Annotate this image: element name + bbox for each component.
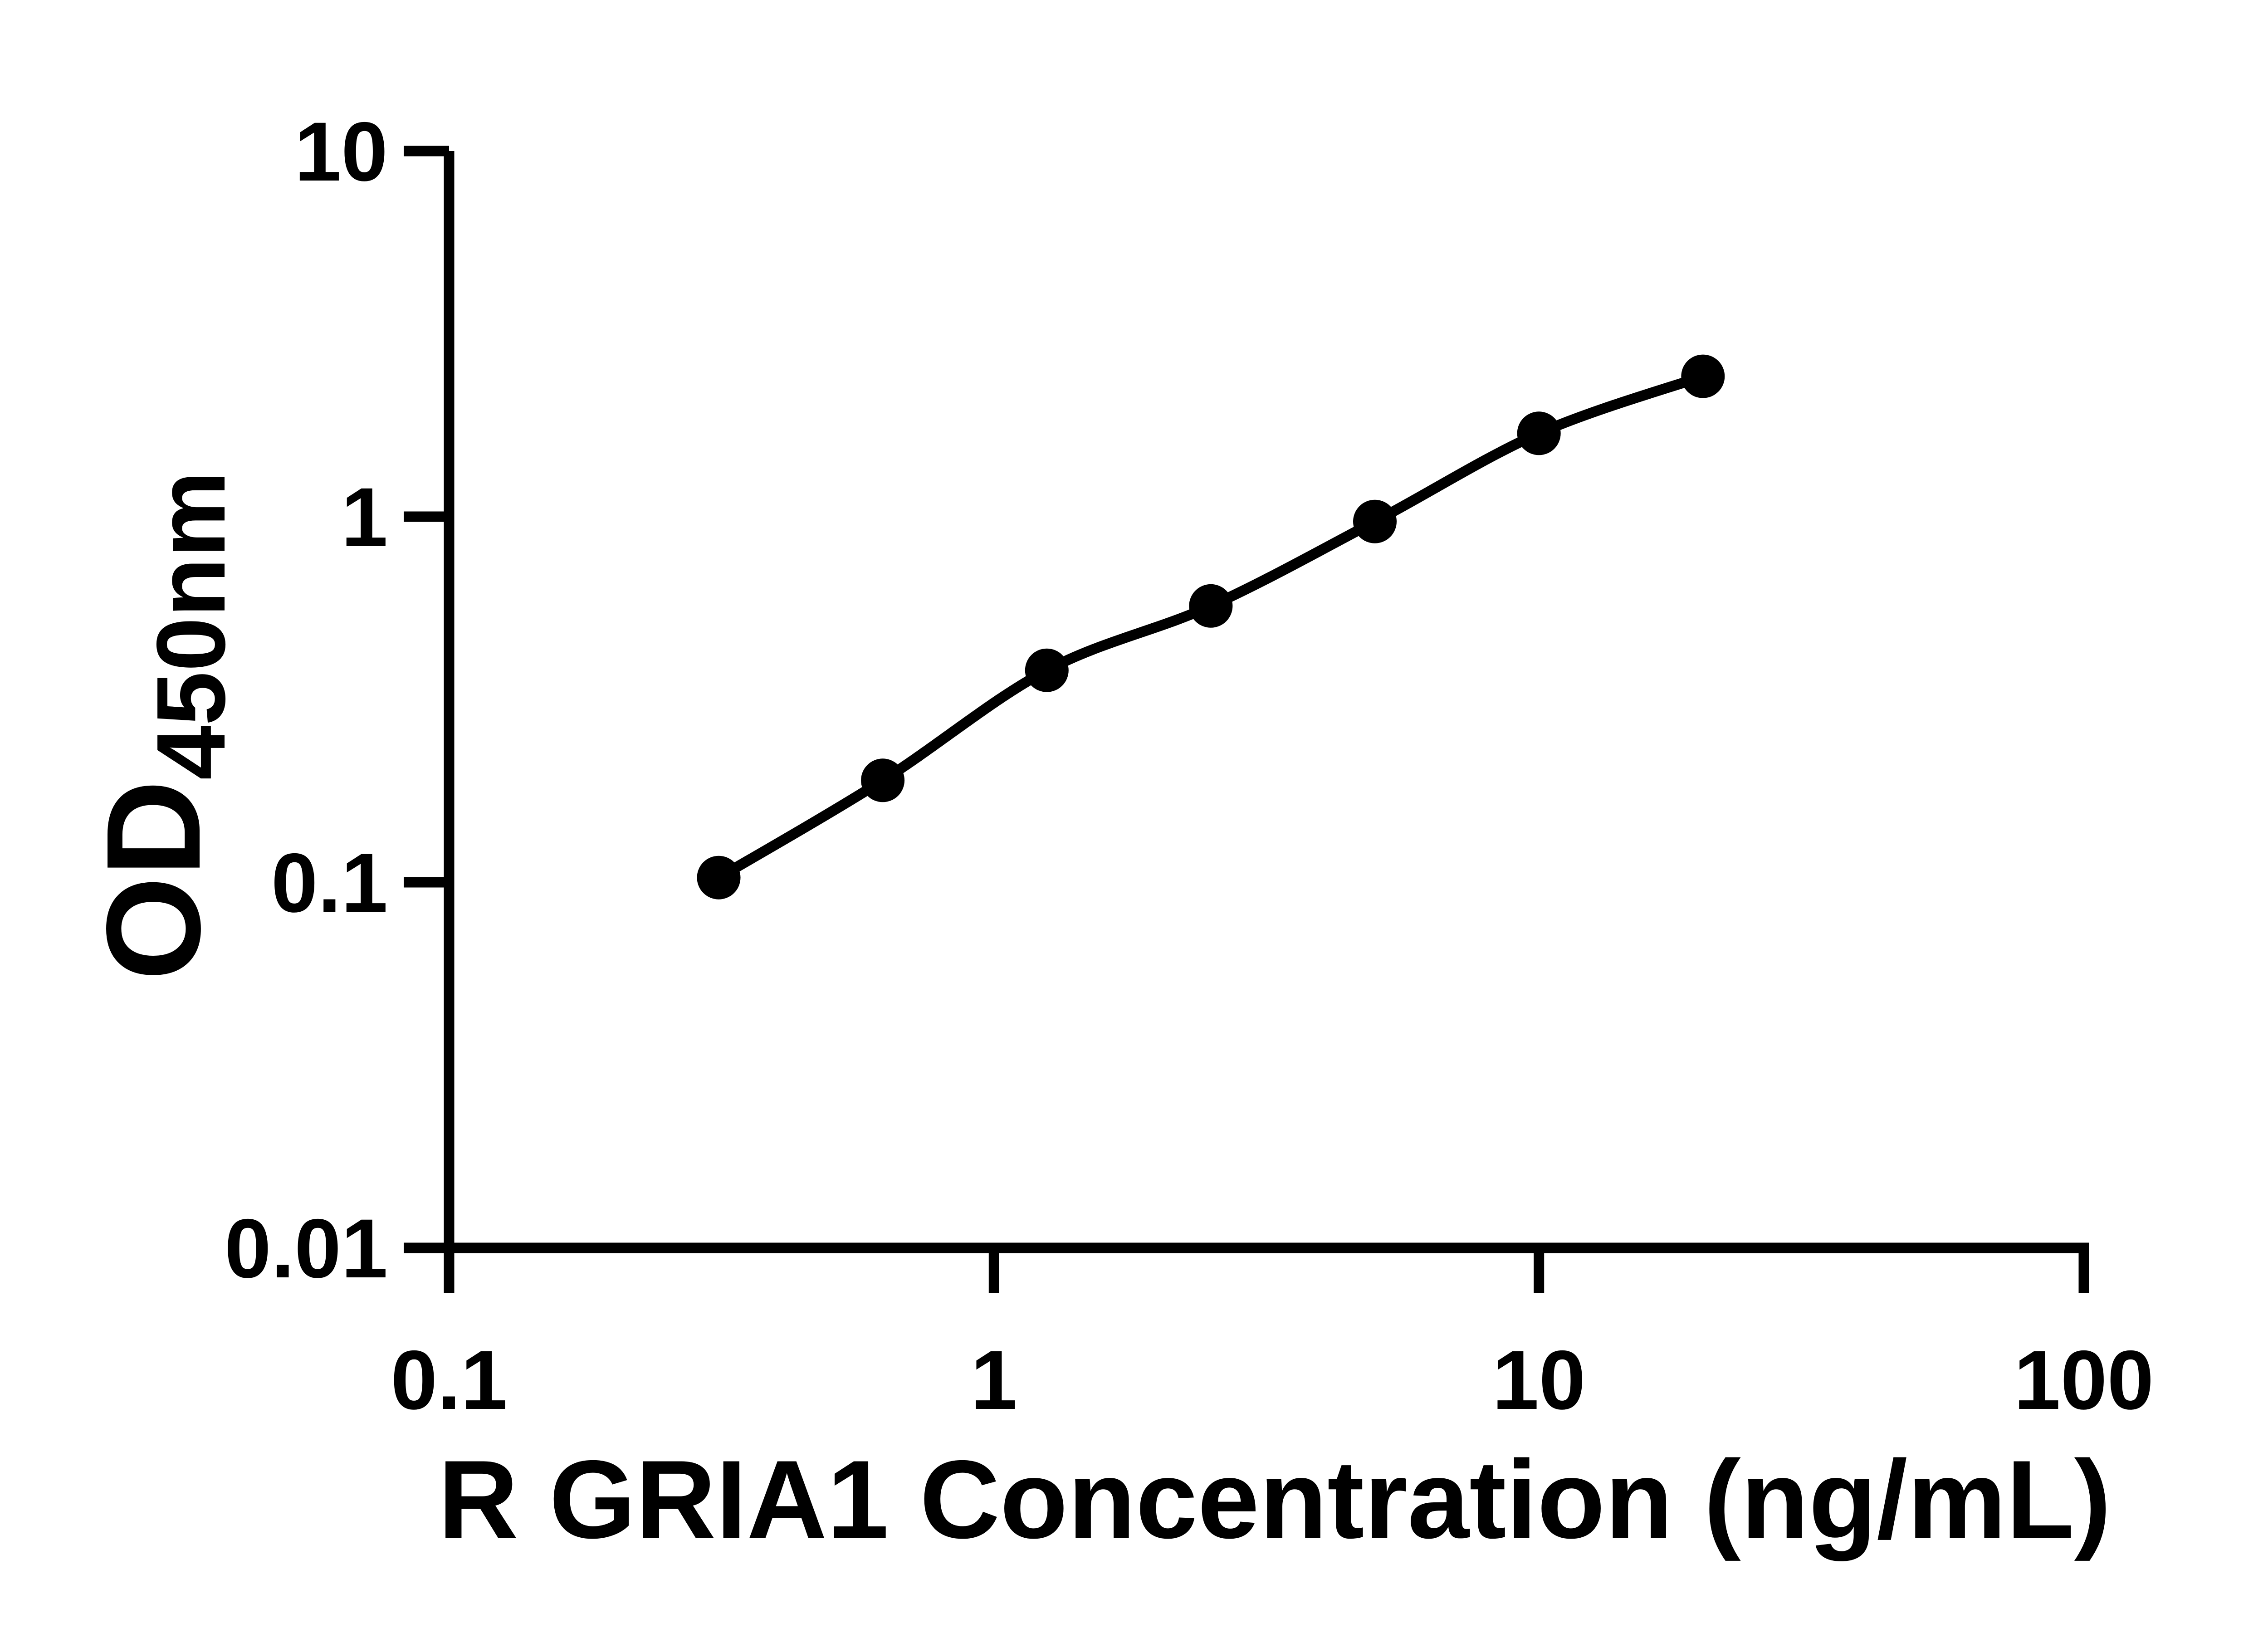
y-tick-label: 1 [341,471,388,564]
data-point [697,856,741,900]
x-axis-title: R GRIA1 Concentration (ng/mL) [438,1437,2112,1561]
data-point [1517,411,1561,455]
y-axis-title-main: OD [78,780,228,981]
data-point [861,758,905,802]
data-point [1353,499,1397,543]
x-tick-label: 100 [2014,1334,2154,1427]
y-tick-label: 10 [294,105,388,199]
x-tick-label: 1 [971,1334,1017,1427]
y-axis-title: OD450nm [78,471,245,981]
x-tick-label: 0.1 [391,1334,507,1427]
y-tick-label: 0.01 [225,1202,388,1296]
axes [444,151,2089,1293]
data-point [1681,354,1725,398]
y-axis-ticks: 10 1 0.1 0.01 [225,105,449,1296]
x-axis-ticks: 0.1 1 10 100 [391,1248,2154,1427]
y-axis-title-subscript: 450nm [136,471,245,780]
data-points [697,354,1725,900]
x-tick-label: 10 [1492,1334,1586,1427]
y-tick-label: 0.1 [271,836,388,930]
data-point [1189,584,1233,628]
data-point [1025,648,1069,692]
